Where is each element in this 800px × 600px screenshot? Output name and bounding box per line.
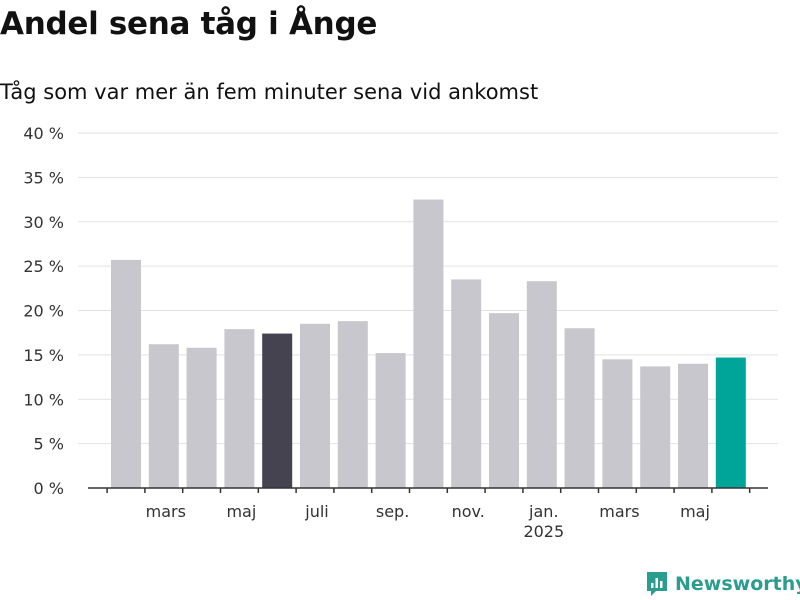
bar-2024-07 — [300, 323, 330, 488]
x-tick-label: maj — [680, 502, 710, 521]
bar-2024-04 — [186, 347, 217, 488]
newsworthy-icon — [647, 572, 667, 596]
y-tick-label: 0 % — [34, 479, 64, 498]
y-tick-label: 15 % — [23, 346, 64, 365]
newsworthy-logo: Newsworthy — [645, 570, 800, 598]
bar-2024-09 — [375, 353, 406, 488]
bar-2024-02 — [111, 259, 141, 488]
bar-2025-02 — [564, 328, 595, 488]
bar-2024-11 — [451, 279, 482, 488]
x-tick-label: juli — [304, 502, 328, 521]
y-tick-label: 10 % — [23, 390, 64, 409]
x-tick-label: jan. — [528, 502, 558, 521]
bar-2024-05 — [224, 329, 255, 488]
bar-2024-06 — [262, 333, 293, 488]
y-tick-label: 25 % — [23, 257, 64, 276]
x-tick-label: nov. — [452, 502, 485, 521]
bar-2025-04 — [640, 366, 671, 488]
brand-name: Newsworthy — [675, 573, 800, 595]
bar-2025-05 — [678, 363, 708, 488]
x-tick-label: mars — [599, 502, 639, 521]
x-year-label: 2025 — [523, 522, 564, 541]
bar-2024-08 — [337, 321, 368, 488]
x-tick-label: mars — [146, 502, 186, 521]
y-tick-label: 5 % — [34, 435, 64, 454]
x-tick-label: sep. — [376, 502, 409, 521]
bar-2024-10 — [413, 199, 444, 488]
x-tick-label: maj — [226, 502, 256, 521]
bar-2024-03 — [148, 344, 179, 488]
y-tick-label: 20 % — [23, 302, 64, 321]
bar-2025-03 — [602, 359, 633, 488]
y-tick-label: 40 % — [23, 124, 64, 143]
bar-2024-12 — [489, 313, 519, 488]
y-tick-label: 35 % — [23, 168, 64, 187]
bar-2025-06 — [715, 357, 746, 488]
y-tick-label: 30 % — [23, 213, 64, 232]
chart-title: Andel sena tåg i Ånge — [0, 6, 378, 42]
chart-subtitle: Tåg som var mer än fem minuter sena vid … — [0, 80, 539, 104]
bar-2025-01 — [526, 281, 557, 488]
